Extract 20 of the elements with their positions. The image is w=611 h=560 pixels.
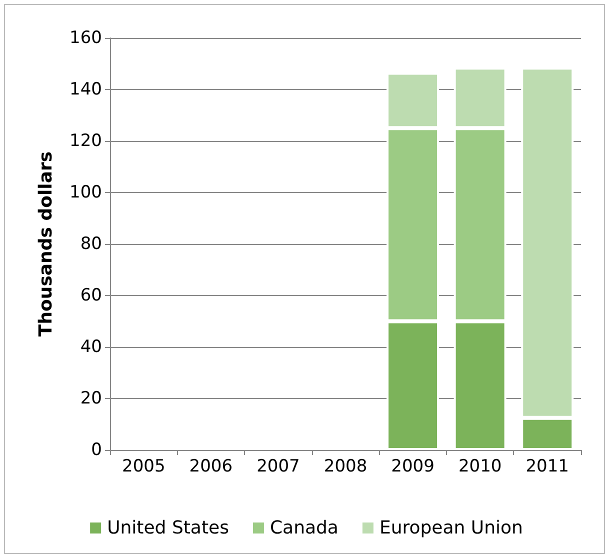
y-tick-label: 40 [80,337,102,357]
x-tick-label: 2008 [324,456,368,476]
y-tick-label: 160 [70,28,102,48]
y-tick-label: 140 [70,80,102,100]
legend-label: European Union [379,518,523,538]
y-tick-label: 20 [80,388,102,408]
y-tick-label: 80 [80,234,102,254]
x-tick-label: 2006 [189,456,233,476]
legend-label: Canada [270,518,338,538]
y-tick-label: 0 [91,440,102,460]
x-tick-label: 2011 [526,456,569,476]
x-tick-label: 2010 [458,456,502,476]
x-tick-label: 2007 [256,456,300,476]
y-tick-label: 100 [70,182,102,202]
y-tick-label: 60 [80,286,102,306]
y-axis-title: Thousands dollars [36,151,56,337]
y-tick-label: 120 [70,131,102,151]
x-tick-label: 2009 [391,456,434,476]
x-tick-label: 2005 [122,456,166,476]
legend-label: United States [107,518,229,538]
